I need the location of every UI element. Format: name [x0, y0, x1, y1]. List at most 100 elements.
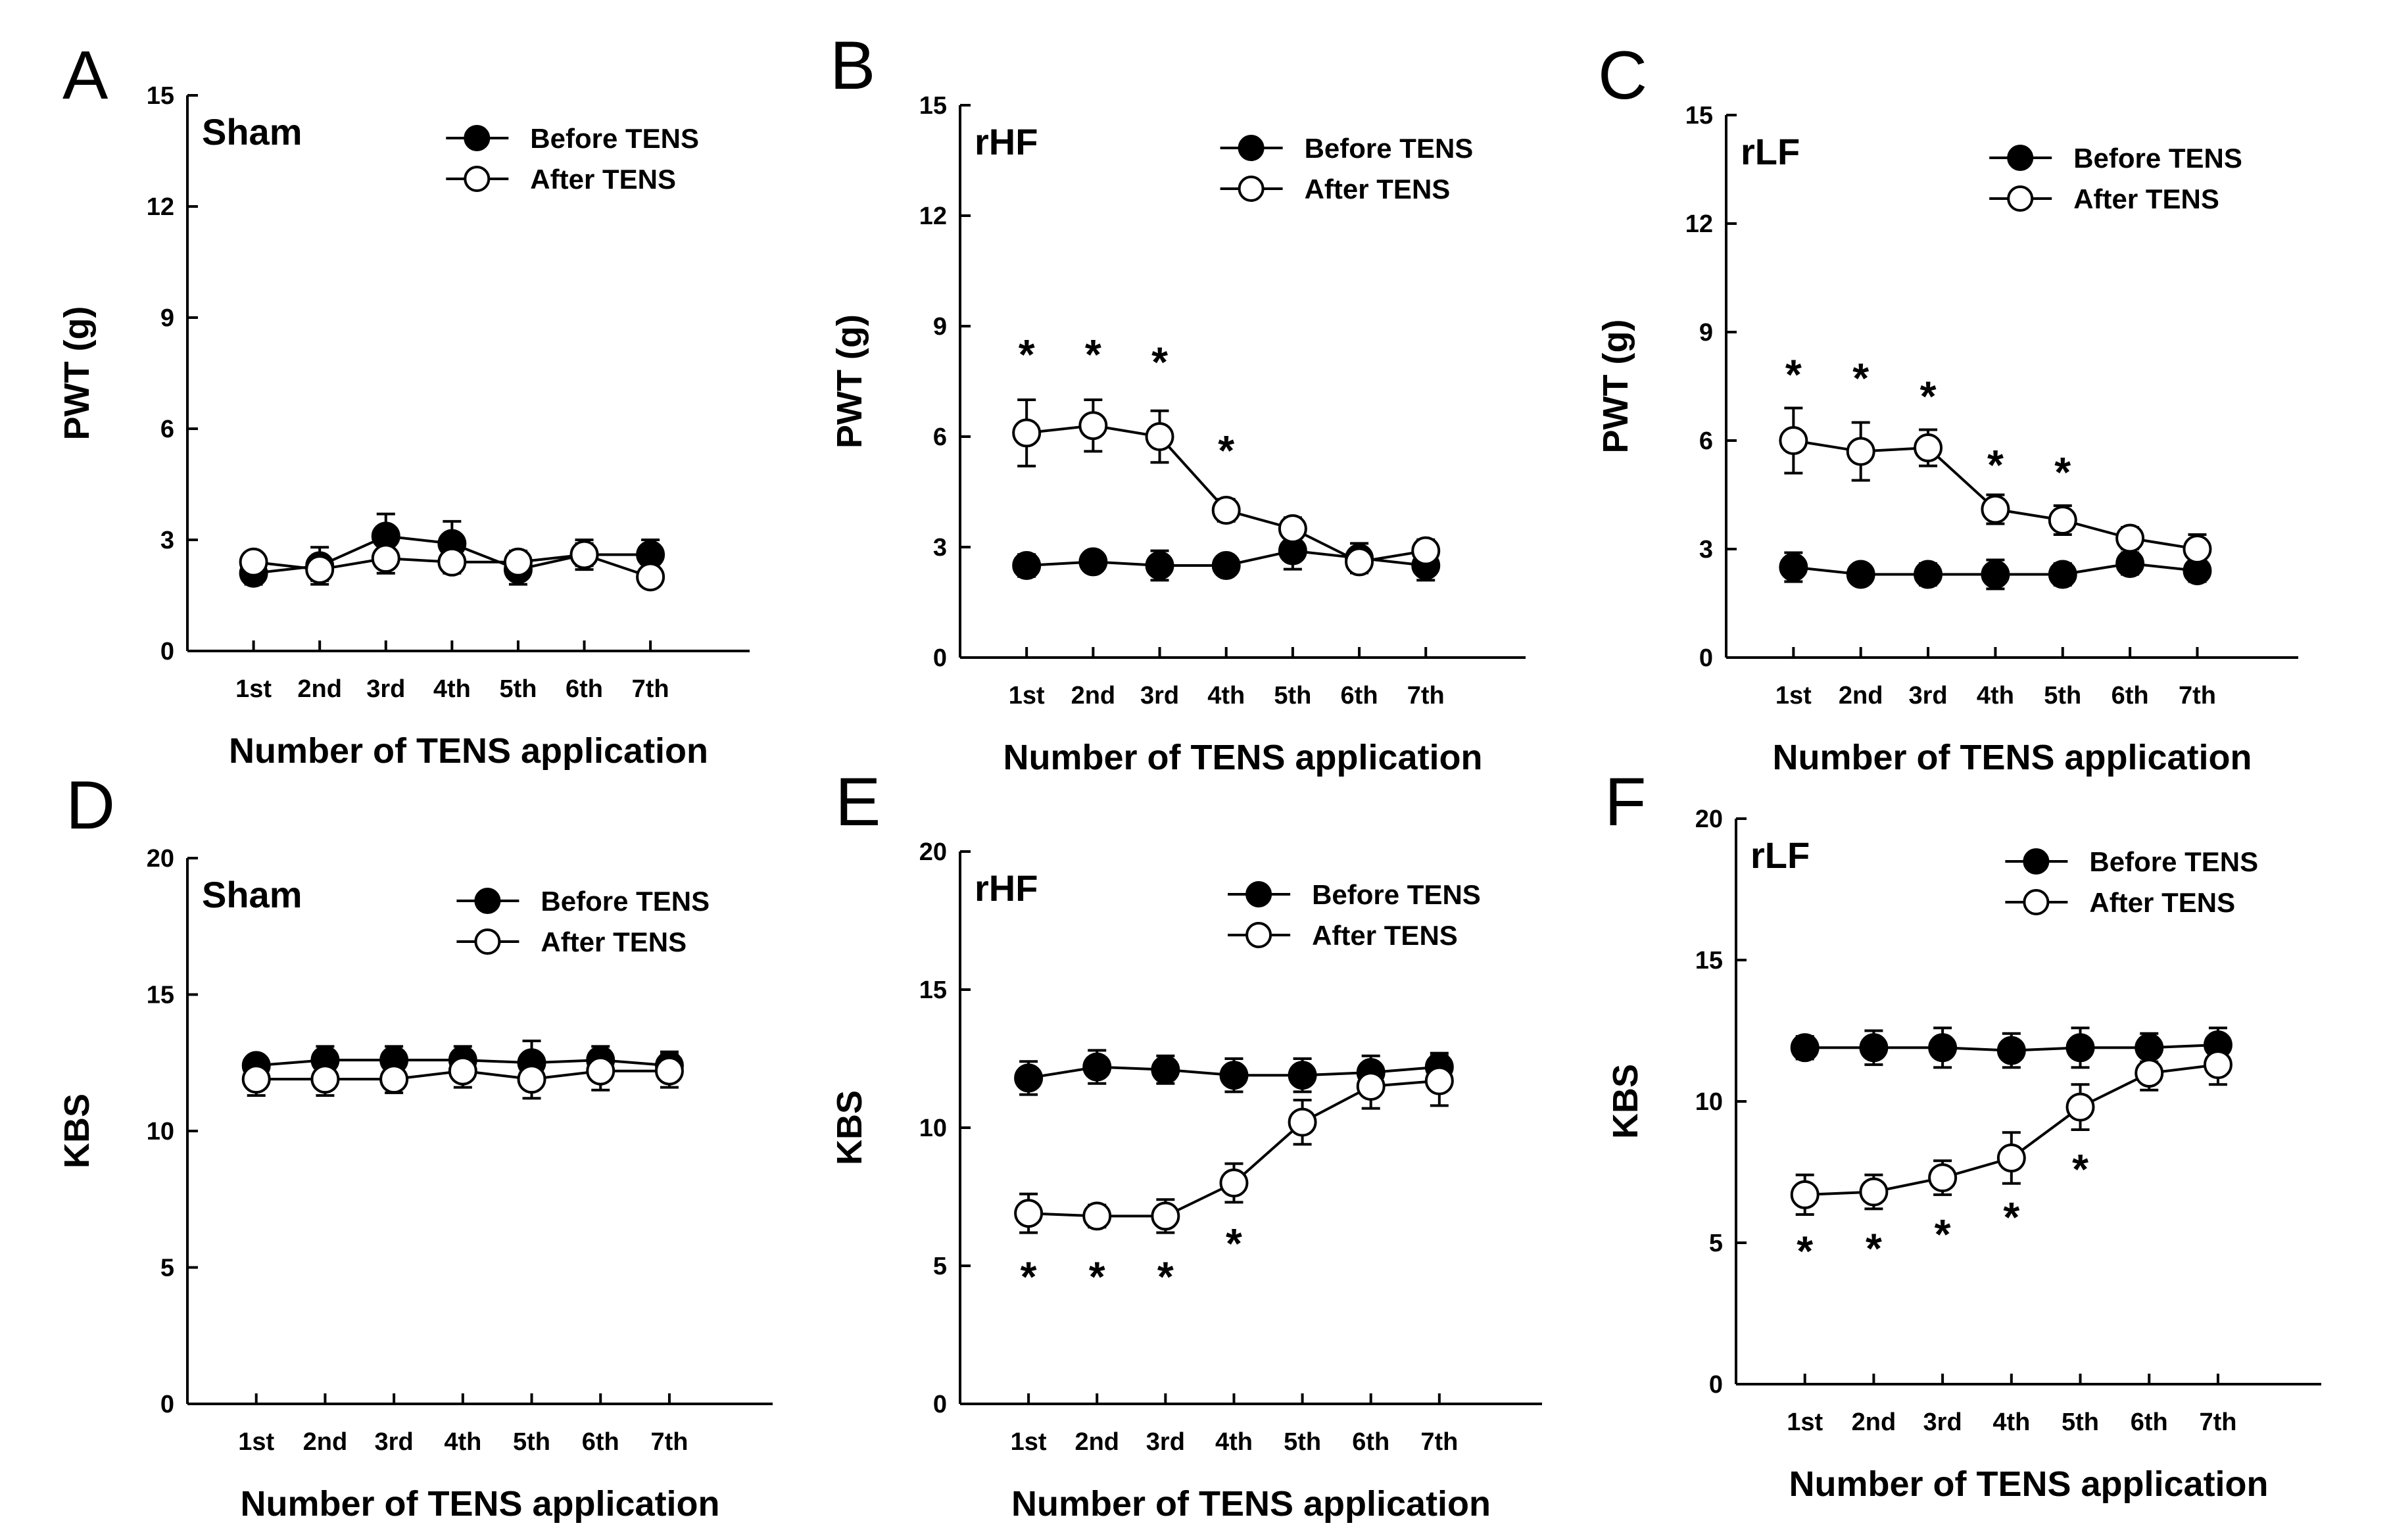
group-label: Sham [202, 874, 302, 915]
significance-marker: * [1151, 338, 1168, 385]
data-point-after [569, 540, 599, 569]
panel-c: C 0 3 6 9 12 15 1st 2nd 3rd 4th 5th 6th 7th Number of … [1596, 37, 2298, 777]
data-point-after [1278, 514, 1307, 543]
legend-label: After TENS [1305, 174, 1451, 205]
x-tick-label: 2nd [1839, 682, 1883, 710]
panel-d: D 0 5 10 15 20 1st 2nd 3rd 4th 5th 6th 7th Number of … [57, 767, 773, 1524]
data-point-after [241, 1065, 271, 1094]
y-tick-label: 5 [1709, 1230, 1723, 1257]
x-tick-label: 3rd [1923, 1408, 1962, 1436]
legend-marker-before [2023, 848, 2050, 875]
x-tick-label: 2nd [1071, 682, 1116, 710]
x-tick-label: 5th [1284, 1428, 1321, 1456]
legend-label: After TENS [541, 926, 687, 957]
data-point-before [1151, 1055, 1180, 1084]
panel-e: E 0 5 10 15 20 1st 2nd 3rd 4th 5th 6th 7th Number of … [830, 764, 1542, 1524]
group-label: rLF [1750, 834, 1810, 876]
y-tick-label: 15 [1695, 947, 1723, 975]
legend-label: After TENS [2073, 183, 2219, 214]
data-point-before [1981, 560, 2010, 589]
x-tick-label: 5th [2044, 682, 2081, 710]
significance-marker: * [1866, 1224, 1882, 1272]
data-point-before [1779, 552, 1808, 582]
significance-marker: * [1157, 1253, 1174, 1301]
legend-label: After TENS [1312, 920, 1458, 951]
x-tick-label: 6th [582, 1428, 619, 1456]
legend-label: Before TENS [1305, 133, 1474, 164]
data-point-after [371, 544, 400, 573]
data-point-after [1145, 422, 1174, 451]
y-tick-label: 20 [919, 838, 947, 866]
y-tick-label: 0 [933, 644, 947, 672]
x-tick-label: 4th [1207, 682, 1245, 710]
x-tick-label: 4th [1977, 682, 2014, 710]
x-tick-label: 2nd [1074, 1428, 1119, 1456]
y-tick-label: 15 [147, 982, 174, 1009]
significance-marker: * [1019, 331, 1035, 378]
y-tick-label: 20 [147, 845, 174, 873]
x-tick-label: 2nd [297, 675, 342, 703]
group-label: rHF [975, 867, 1038, 909]
data-point-after [1082, 1201, 1112, 1231]
y-axis-title: PWT (g) [830, 314, 869, 448]
significance-marker: * [1852, 354, 1869, 402]
y-tick-label: 20 [1695, 806, 1723, 833]
data-point-after [310, 1065, 340, 1094]
legend-marker-before [1238, 135, 1265, 161]
y-tick-label: 5 [933, 1253, 947, 1280]
y-tick-label: 6 [1699, 427, 1713, 455]
significance-marker: * [1226, 1220, 1242, 1267]
data-point-before [1790, 1033, 1820, 1063]
significance-marker: * [1987, 441, 2004, 489]
data-point-after [517, 1065, 546, 1094]
data-point-before [2065, 1033, 2095, 1063]
data-point-after [1014, 1199, 1044, 1228]
panel-letter: A [62, 37, 109, 114]
significance-marker: * [1218, 427, 1234, 474]
data-point-after [1151, 1201, 1180, 1231]
x-axis-title: Number of TENS application [1011, 1484, 1491, 1524]
y-tick-label: 10 [919, 1115, 947, 1142]
y-tick-label: 9 [160, 304, 174, 332]
data-point-after [1846, 437, 1875, 466]
data-point-before [1288, 1061, 1317, 1090]
y-axis-title: KBS [830, 1090, 869, 1165]
data-point-after [2065, 1092, 2095, 1122]
data-point-after [2183, 535, 2212, 564]
x-tick-label: 6th [1352, 1428, 1389, 1456]
y-axis-title: PWT (g) [1596, 320, 1635, 454]
x-tick-label: 6th [566, 675, 603, 703]
data-point-after [586, 1056, 615, 1086]
data-point-after [448, 1056, 477, 1086]
panel-f: F 0 5 10 15 20 1st 2nd 3rd 4th 5th 6th 7th Number of … [1605, 764, 2321, 1504]
legend-marker-before [2007, 145, 2034, 171]
y-tick-label: 6 [933, 423, 947, 451]
x-tick-label: 1st [235, 675, 272, 703]
group-label: rLF [1741, 131, 1800, 172]
panel-letter: E [835, 764, 881, 840]
x-tick-label: 7th [632, 675, 669, 703]
data-point-after [1012, 418, 1042, 448]
data-point-after [1345, 547, 1374, 577]
data-point-before [2048, 560, 2077, 589]
legend-marker-after [2007, 185, 2034, 212]
significance-marker: * [2072, 1145, 2088, 1193]
data-point-after [379, 1065, 409, 1094]
data-point-after [2048, 506, 2077, 535]
x-tick-label: 3rd [366, 675, 405, 703]
significance-marker: * [1085, 331, 1101, 378]
y-tick-label: 3 [1699, 536, 1713, 564]
data-point-after [1779, 426, 1808, 455]
data-point-after [305, 555, 335, 585]
data-point-after [1996, 1143, 2026, 1172]
x-axis-title: Number of TENS application [1789, 1464, 2268, 1504]
data-point-after [1211, 496, 1241, 525]
x-tick-label: 4th [444, 1428, 481, 1456]
x-tick-label: 7th [650, 1428, 688, 1456]
legend-marker-after [474, 928, 501, 955]
significance-marker: * [1797, 1228, 1813, 1275]
data-point-after [1288, 1107, 1317, 1137]
panel-a: A 0 3 6 9 12 15 1st 2nd 3rd 4th 5th 6th 7th Number of … [57, 37, 750, 771]
x-tick-label: 3rd [1908, 682, 1947, 710]
data-point-before [1082, 1052, 1112, 1082]
